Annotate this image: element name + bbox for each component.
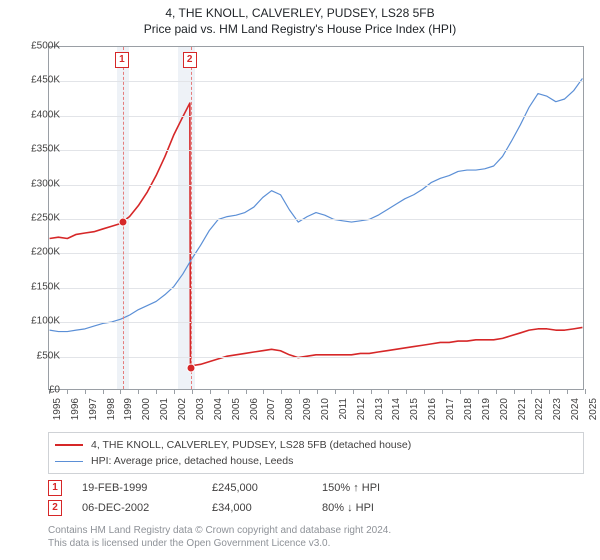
x-axis-label: 2017 — [445, 398, 456, 420]
x-axis-label: 2001 — [159, 398, 170, 420]
sale-marker — [186, 363, 195, 372]
x-axis-label: 2000 — [141, 398, 152, 420]
y-axis-label: £500K — [14, 41, 60, 52]
sale-events-table: 1 19-FEB-1999 £245,000 150% ↑ HPI 2 06-D… — [48, 478, 584, 518]
y-axis-label: £250K — [14, 213, 60, 224]
attribution-line: This data is licensed under the Open Gov… — [48, 537, 584, 550]
legend-item: 4, THE KNOLL, CALVERLEY, PUDSEY, LS28 5F… — [55, 437, 577, 453]
event-date: 19-FEB-1999 — [82, 482, 212, 494]
legend-label: HPI: Average price, detached house, Leed… — [91, 455, 293, 467]
x-axis-label: 2025 — [588, 398, 599, 420]
sale-marker-number: 1 — [115, 52, 129, 68]
event-number-box: 2 — [48, 500, 62, 516]
x-axis-label: 2019 — [481, 398, 492, 420]
legend-item: HPI: Average price, detached house, Leed… — [55, 453, 577, 469]
legend: 4, THE KNOLL, CALVERLEY, PUDSEY, LS28 5F… — [48, 432, 584, 474]
event-delta: 150% ↑ HPI — [322, 482, 442, 494]
x-axis-label: 2020 — [499, 398, 510, 420]
y-axis-label: £300K — [14, 178, 60, 189]
x-axis-label: 2022 — [534, 398, 545, 420]
x-axis-label: 2002 — [177, 398, 188, 420]
y-axis-label: £50K — [14, 350, 60, 361]
legend-swatch — [55, 444, 83, 446]
y-axis-label: £0 — [14, 385, 60, 396]
event-price: £245,000 — [212, 482, 322, 494]
attribution: Contains HM Land Registry data © Crown c… — [48, 524, 584, 550]
chart-title: 4, THE KNOLL, CALVERLEY, PUDSEY, LS28 5F… — [0, 6, 600, 20]
y-axis-label: £400K — [14, 109, 60, 120]
x-axis-label: 1997 — [88, 398, 99, 420]
x-axis-label: 2011 — [338, 398, 349, 420]
x-axis-label: 2003 — [195, 398, 206, 420]
title-block: 4, THE KNOLL, CALVERLEY, PUDSEY, LS28 5F… — [0, 0, 600, 38]
x-axis-label: 2024 — [570, 398, 581, 420]
legend-swatch — [55, 461, 83, 462]
legend-label: 4, THE KNOLL, CALVERLEY, PUDSEY, LS28 5F… — [91, 439, 411, 451]
x-axis-label: 2009 — [302, 398, 313, 420]
x-axis-label: 2014 — [391, 398, 402, 420]
x-axis-label: 1996 — [70, 398, 81, 420]
x-axis-label: 2023 — [552, 398, 563, 420]
sale-marker — [118, 218, 127, 227]
x-axis-label: 2015 — [409, 398, 420, 420]
event-date: 06-DEC-2002 — [82, 502, 212, 514]
line-layer — [49, 47, 583, 389]
x-axis-label: 2016 — [427, 398, 438, 420]
x-axis-label: 2012 — [356, 398, 367, 420]
event-delta: 80% ↓ HPI — [322, 502, 442, 514]
chart-container: 4, THE KNOLL, CALVERLEY, PUDSEY, LS28 5F… — [0, 0, 600, 560]
chart-subtitle: Price paid vs. HM Land Registry's House … — [0, 22, 600, 36]
attribution-line: Contains HM Land Registry data © Crown c… — [48, 524, 584, 537]
x-axis-label: 2008 — [284, 398, 295, 420]
y-axis-label: £100K — [14, 316, 60, 327]
x-axis-label: 2013 — [374, 398, 385, 420]
plot-area — [48, 46, 584, 390]
x-axis-label: 2018 — [463, 398, 474, 420]
y-axis-label: £450K — [14, 75, 60, 86]
x-axis-label: 2004 — [213, 398, 224, 420]
x-axis-label: 2005 — [231, 398, 242, 420]
x-axis-label: 2021 — [517, 398, 528, 420]
event-price: £34,000 — [212, 502, 322, 514]
x-axis-label: 2007 — [266, 398, 277, 420]
x-axis-label: 2010 — [320, 398, 331, 420]
y-axis-label: £200K — [14, 247, 60, 258]
x-axis-label: 1995 — [52, 398, 63, 420]
sale-marker-number: 2 — [183, 52, 197, 68]
x-axis-label: 2006 — [249, 398, 260, 420]
x-axis-label: 1999 — [123, 398, 134, 420]
series-price_paid — [50, 103, 583, 366]
y-axis-label: £350K — [14, 144, 60, 155]
x-axis-label: 1998 — [106, 398, 117, 420]
sale-event-row: 1 19-FEB-1999 £245,000 150% ↑ HPI — [48, 478, 584, 498]
sale-event-row: 2 06-DEC-2002 £34,000 80% ↓ HPI — [48, 498, 584, 518]
y-axis-label: £150K — [14, 281, 60, 292]
event-number-box: 1 — [48, 480, 62, 496]
